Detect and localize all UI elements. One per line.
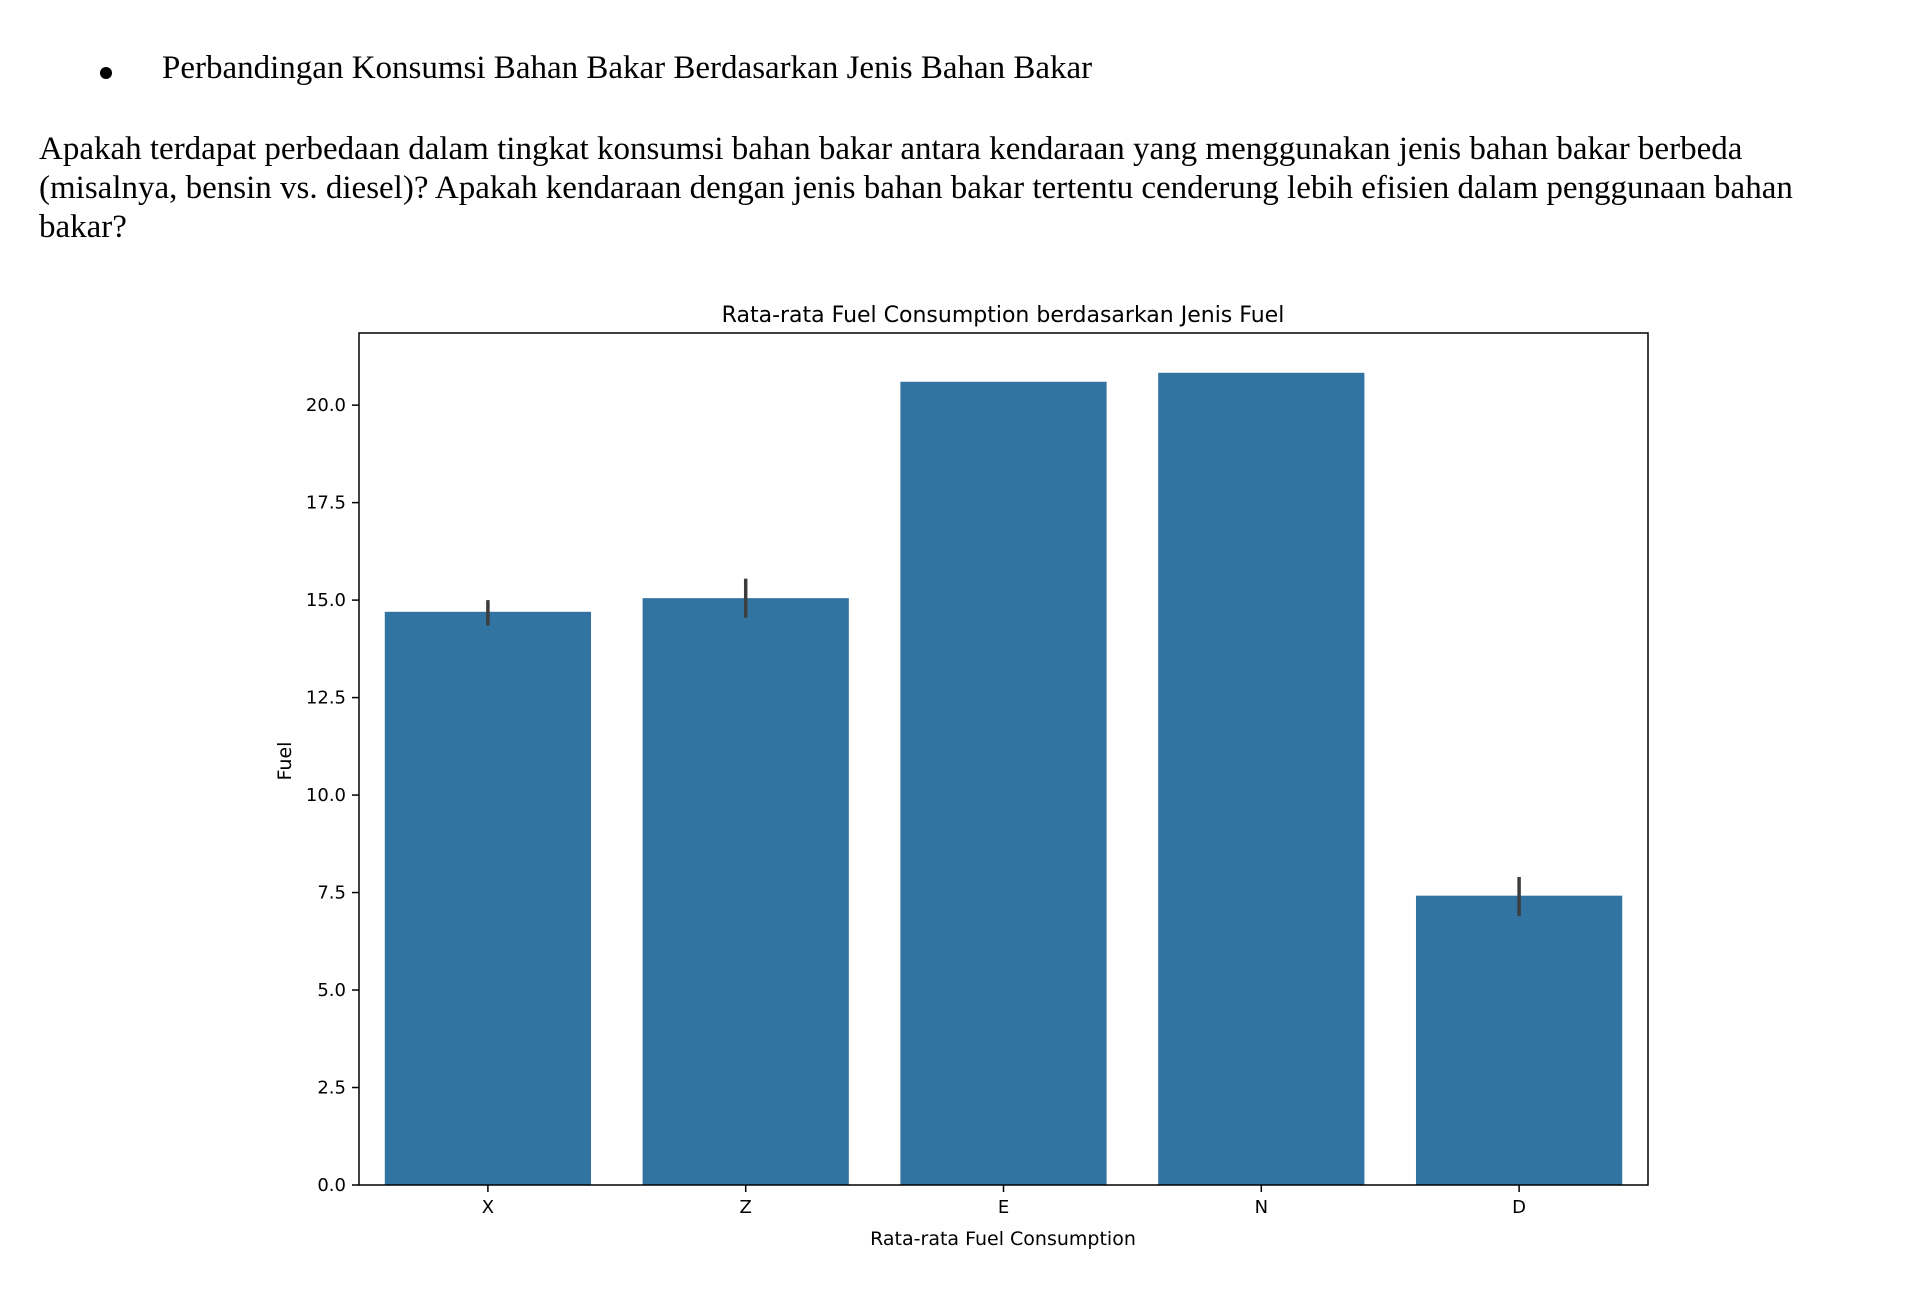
paragraph-line: Apakah terdapat perbedaan dalam tingkat … bbox=[39, 131, 1743, 167]
y-axis: 0.0 2.5 5.0 7.5 10.0 12.5 15.0 17.5 20.0 bbox=[306, 395, 359, 1196]
y-tick-label: 2.5 bbox=[317, 1078, 346, 1099]
paragraph-line: bakar? bbox=[39, 209, 127, 245]
y-tick-label: 12.5 bbox=[306, 688, 346, 709]
y-tick-label: 10.0 bbox=[306, 785, 346, 806]
x-tick-label: E bbox=[998, 1197, 1009, 1218]
x-axis-label: Rata-rata Fuel Consumption bbox=[870, 1228, 1136, 1250]
bar-D bbox=[1415, 895, 1623, 1185]
bar-N bbox=[1158, 372, 1365, 1185]
question-paragraph: Apakah terdapat perbedaan dalam tingkat … bbox=[39, 130, 1889, 247]
y-tick-label: 17.5 bbox=[306, 493, 346, 514]
y-tick-label: 0.0 bbox=[317, 1175, 346, 1196]
bar-E bbox=[900, 381, 1107, 1185]
bar-Z bbox=[642, 598, 849, 1185]
y-tick-label: 7.5 bbox=[317, 883, 346, 904]
bars-group bbox=[384, 372, 1623, 1185]
bar-chart: Rata-rata Fuel Consumption berdasarkan J… bbox=[274, 303, 1649, 1250]
x-tick-label: Z bbox=[740, 1197, 752, 1218]
bullet-dot-icon bbox=[100, 67, 112, 79]
error-bars-group bbox=[486, 578, 1521, 916]
y-tick-label: 15.0 bbox=[306, 590, 346, 611]
bar-X bbox=[384, 611, 592, 1185]
y-tick-label: 5.0 bbox=[317, 980, 346, 1001]
y-tick-label: 20.0 bbox=[306, 395, 346, 416]
chart-container: Rata-rata Fuel Consumption berdasarkan J… bbox=[0, 290, 1920, 1270]
x-tick-label: D bbox=[1512, 1197, 1526, 1218]
y-axis-label: Fuel bbox=[274, 742, 296, 781]
paragraph-line: (misalnya, bensin vs. diesel)? Apakah ke… bbox=[39, 170, 1793, 206]
chart-title: Rata-rata Fuel Consumption berdasarkan J… bbox=[722, 303, 1285, 328]
x-tick-label: X bbox=[482, 1197, 494, 1218]
bullet-heading: Perbandingan Konsumsi Bahan Bakar Berdas… bbox=[162, 50, 1093, 86]
x-tick-label: N bbox=[1255, 1197, 1268, 1218]
